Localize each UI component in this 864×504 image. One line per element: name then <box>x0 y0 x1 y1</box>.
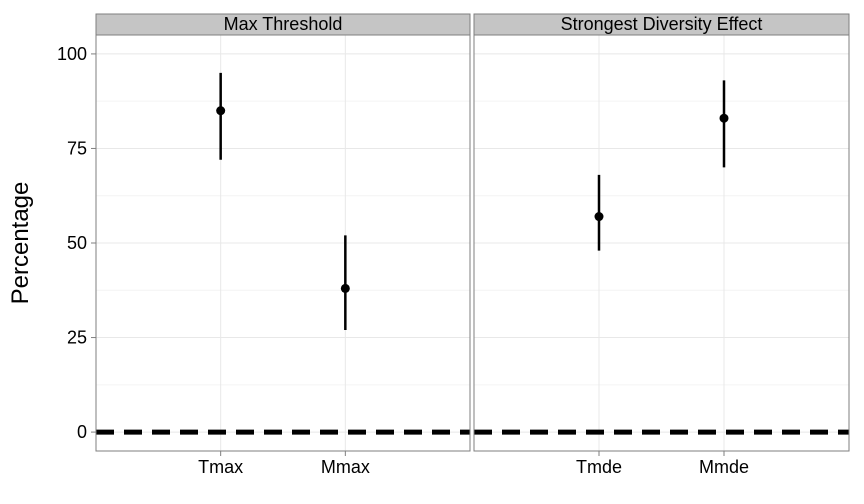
x-tick-label: Tmde <box>576 457 622 477</box>
data-point-tmde <box>594 212 604 222</box>
panels-group: Max Threshold Tmax Mmax Strongest Diversity… <box>95 13 850 477</box>
x-tick-label: Mmde <box>699 457 749 477</box>
panel-border <box>473 34 850 452</box>
y-axis: 0 25 50 75 100 <box>57 44 96 442</box>
x-tick-label: Mmax <box>321 457 370 477</box>
data-point-mmde <box>719 113 729 123</box>
y-axis-title: Percentage <box>7 182 34 305</box>
y-tick-label: 0 <box>77 422 87 442</box>
y-tick-label: 100 <box>57 44 87 64</box>
data-point-mmax <box>340 283 350 293</box>
y-tick-label: 75 <box>67 138 87 158</box>
panel-1: Max Threshold Tmax Mmax <box>95 13 471 477</box>
strip-title: Strongest Diversity Effect <box>561 14 763 34</box>
y-tick-label: 25 <box>67 328 87 348</box>
data-point-tmax <box>216 106 226 116</box>
y-tick-label: 50 <box>67 233 87 253</box>
x-tick-label: Tmax <box>198 457 243 477</box>
strip-title: Max Threshold <box>224 14 343 34</box>
panel-2: Strongest Diversity Effect Tmde Mmde <box>473 13 850 477</box>
